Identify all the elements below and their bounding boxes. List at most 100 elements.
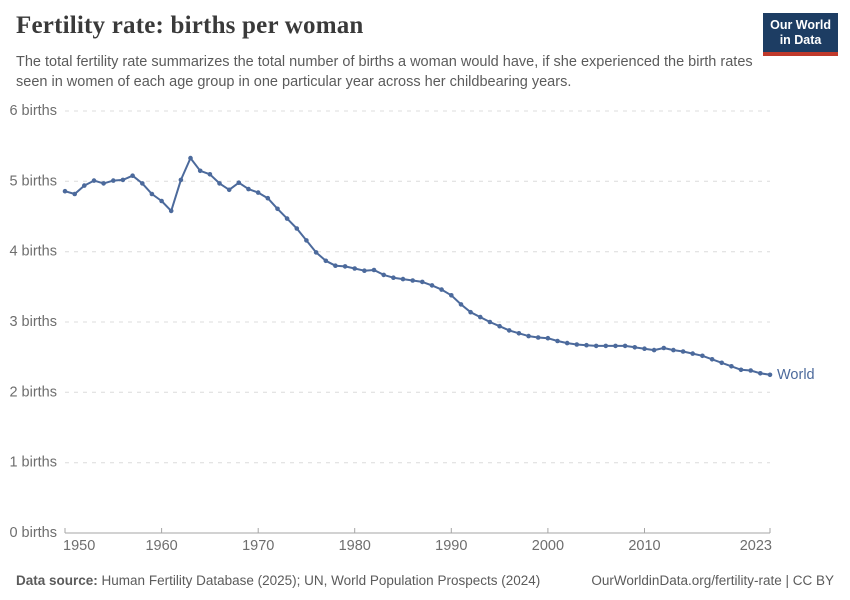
world-series-line[interactable] bbox=[64, 157, 771, 376]
data-point-1976[interactable] bbox=[313, 250, 319, 255]
data-point-2019[interactable] bbox=[729, 364, 734, 369]
data-point-1970[interactable] bbox=[255, 190, 261, 195]
data-point-2004[interactable] bbox=[584, 342, 589, 348]
data-point-1964[interactable] bbox=[197, 168, 203, 174]
data-point-2016[interactable] bbox=[700, 353, 705, 359]
data-point-1955[interactable] bbox=[111, 178, 116, 183]
data-point-1953[interactable] bbox=[91, 178, 97, 183]
data-source-label: Data source: bbox=[16, 573, 98, 588]
data-point-1979[interactable] bbox=[342, 264, 348, 269]
data-point-1994[interactable] bbox=[487, 319, 493, 325]
x-tick-label: 1980 bbox=[339, 538, 371, 554]
data-point-1998[interactable] bbox=[526, 333, 531, 339]
data-point-1957[interactable] bbox=[130, 173, 135, 178]
data-point-1963[interactable] bbox=[188, 155, 193, 161]
data-point-1989[interactable] bbox=[439, 287, 444, 292]
data-point-1988[interactable] bbox=[429, 283, 435, 288]
data-point-1968[interactable] bbox=[236, 180, 242, 185]
y-tick-label: 6 births bbox=[9, 103, 57, 119]
data-point-2021[interactable] bbox=[748, 368, 753, 373]
data-point-1986[interactable] bbox=[410, 278, 416, 283]
data-source-text: Human Fertility Database (2025); UN, Wor… bbox=[101, 573, 541, 588]
data-point-1995[interactable] bbox=[497, 323, 502, 329]
x-tick-label: 2010 bbox=[628, 538, 660, 554]
data-point-1992[interactable] bbox=[468, 309, 473, 315]
data-source: Data source: Human Fertility Database (2… bbox=[16, 573, 540, 588]
data-point-1982[interactable] bbox=[371, 267, 377, 273]
data-point-1977[interactable] bbox=[323, 258, 329, 264]
data-point-2012[interactable] bbox=[661, 345, 667, 351]
data-point-1990[interactable] bbox=[449, 293, 454, 298]
y-tick-label: 2 births bbox=[9, 384, 57, 400]
data-point-1983[interactable] bbox=[381, 272, 387, 278]
data-point-1967[interactable] bbox=[226, 187, 232, 193]
data-point-2002[interactable] bbox=[564, 340, 570, 346]
data-point-1980[interactable] bbox=[352, 266, 358, 271]
x-tick-label: 2000 bbox=[532, 538, 564, 554]
owid-logo-line1: Our World bbox=[770, 18, 831, 32]
data-point-1959[interactable] bbox=[149, 191, 155, 197]
data-point-1954[interactable] bbox=[101, 181, 106, 186]
data-point-1966[interactable] bbox=[217, 181, 222, 186]
y-tick-label: 1 births bbox=[9, 455, 57, 471]
data-point-2008[interactable] bbox=[622, 343, 628, 349]
data-point-1973[interactable] bbox=[284, 216, 290, 221]
data-point-1997[interactable] bbox=[516, 331, 522, 336]
data-point-1952[interactable] bbox=[82, 183, 87, 188]
series-label-world[interactable]: World bbox=[777, 367, 815, 383]
data-point-1962[interactable] bbox=[178, 177, 184, 183]
data-point-1975[interactable] bbox=[304, 238, 309, 243]
data-point-1951[interactable] bbox=[72, 191, 77, 197]
data-point-2023[interactable] bbox=[767, 372, 773, 378]
data-point-2005[interactable] bbox=[593, 343, 599, 349]
data-point-1969[interactable] bbox=[246, 186, 251, 192]
x-tick-label: 1970 bbox=[242, 538, 274, 554]
data-point-2010[interactable] bbox=[642, 346, 647, 352]
data-point-2003[interactable] bbox=[574, 342, 580, 347]
data-point-1972[interactable] bbox=[275, 206, 280, 212]
data-point-2015[interactable] bbox=[690, 351, 695, 356]
data-point-1996[interactable] bbox=[506, 328, 512, 333]
data-point-1956[interactable] bbox=[120, 177, 126, 183]
data-point-1974[interactable] bbox=[294, 226, 300, 231]
data-point-2006[interactable] bbox=[603, 343, 609, 349]
data-point-2007[interactable] bbox=[613, 343, 618, 349]
data-point-2001[interactable] bbox=[555, 338, 560, 344]
data-point-1993[interactable] bbox=[478, 314, 483, 320]
data-point-2020[interactable] bbox=[738, 367, 744, 373]
y-tick-label: 4 births bbox=[9, 244, 57, 260]
data-point-1991[interactable] bbox=[458, 302, 464, 307]
data-point-2022[interactable] bbox=[758, 371, 763, 376]
data-point-2018[interactable] bbox=[719, 360, 724, 366]
x-tick-label: 1990 bbox=[435, 538, 467, 554]
data-point-1978[interactable] bbox=[333, 263, 338, 269]
owid-logo-line2: in Data bbox=[779, 33, 822, 47]
data-point-1950[interactable] bbox=[62, 188, 68, 194]
owid-logo[interactable]: Our World in Data bbox=[763, 13, 838, 56]
y-tick-label: 0 births bbox=[9, 525, 57, 541]
data-point-1958[interactable] bbox=[140, 181, 145, 186]
data-point-1960[interactable] bbox=[159, 198, 164, 204]
data-point-1987[interactable] bbox=[420, 279, 425, 285]
data-point-2014[interactable] bbox=[680, 349, 686, 354]
data-point-1985[interactable] bbox=[400, 276, 406, 282]
data-point-2011[interactable] bbox=[651, 347, 657, 353]
data-point-2000[interactable] bbox=[545, 335, 551, 341]
chart-footer: Data source: Human Fertility Database (2… bbox=[16, 573, 834, 588]
data-point-2017[interactable] bbox=[709, 357, 715, 362]
data-point-1961[interactable] bbox=[168, 208, 174, 214]
x-tick-label: 1960 bbox=[145, 538, 177, 554]
data-point-1984[interactable] bbox=[391, 275, 396, 281]
chart-subtitle: The total fertility rate summarizes the … bbox=[16, 54, 753, 90]
data-point-2013[interactable] bbox=[671, 347, 676, 353]
data-point-1965[interactable] bbox=[207, 172, 213, 177]
x-tick-label: 1950 bbox=[63, 538, 95, 554]
attribution-link[interactable]: OurWorldinData.org/fertility-rate | CC B… bbox=[591, 573, 834, 588]
data-point-2009[interactable] bbox=[632, 345, 638, 350]
data-point-1999[interactable] bbox=[535, 335, 541, 340]
data-point-1981[interactable] bbox=[362, 268, 367, 274]
page-title: Fertility rate: births per woman bbox=[16, 12, 364, 39]
data-point-1971[interactable] bbox=[265, 195, 271, 201]
